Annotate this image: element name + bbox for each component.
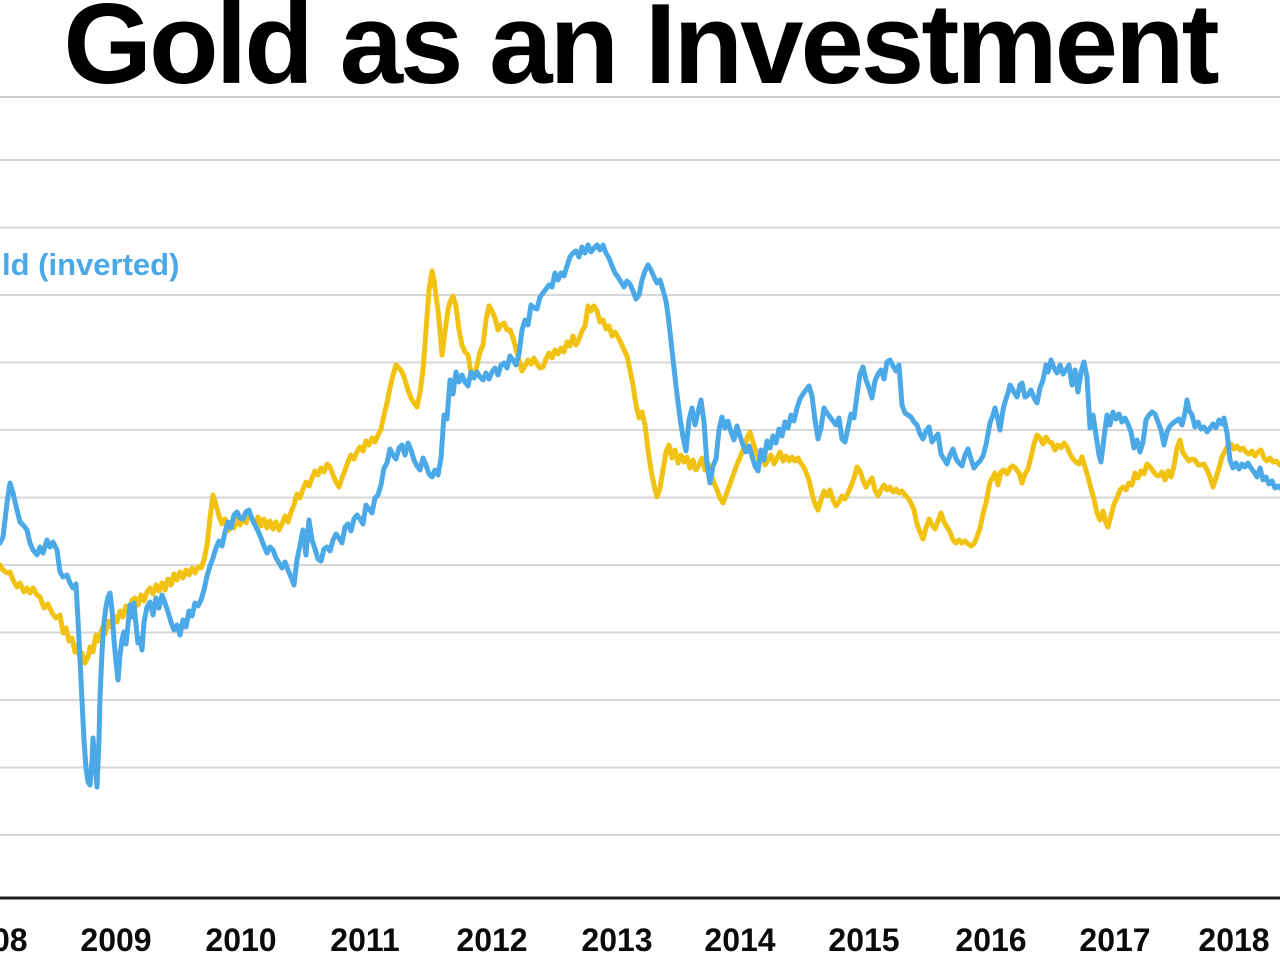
inverted-yield-line (0, 242, 1280, 790)
gold-price-line (0, 268, 1280, 666)
x-tick-label-2017: 2017 (1079, 922, 1151, 958)
x-tick-label-2015: 2015 (828, 922, 900, 958)
x-tick-label-2014: 2014 (704, 922, 776, 958)
x-tick-label-2009: 2009 (80, 922, 152, 958)
x-tick-label-2013: 2013 (581, 922, 653, 958)
x-tick-label-2010: 2010 (205, 922, 277, 958)
x-tick-label-2012: 2012 (456, 922, 528, 958)
legend-label-inverted-yield: ld (inverted) (2, 247, 180, 282)
x-tick-label-2008: 2008 (0, 922, 28, 958)
page-title: Gold as an Investment (63, 0, 1219, 108)
x-tick-label-2018: 2018 (1198, 922, 1270, 958)
title-divider (0, 96, 1280, 98)
x-tick-label-2016: 2016 (955, 922, 1027, 958)
x-tick-label-2011: 2011 (330, 922, 400, 958)
